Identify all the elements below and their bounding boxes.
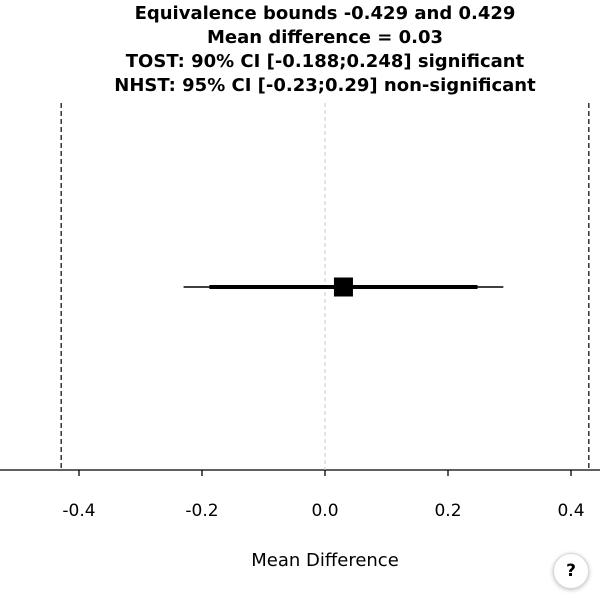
x-tick-label: -0.2 [185,501,218,521]
title-mean-difference: Mean difference = 0.03 [207,27,443,48]
x-tick-label: 0.2 [434,501,461,521]
mean-difference-point [333,277,353,297]
x-tick-label: 0.0 [311,501,338,521]
help-button[interactable]: ? [553,553,589,589]
x-tick-label: -0.4 [62,501,95,521]
title-equivalence-bounds: Equivalence bounds -0.429 and 0.429 [134,3,516,24]
x-axis-label: Mean Difference [251,550,399,571]
title-tost-ci: TOST: 90% CI [-0.188;0.248] significant [125,51,525,72]
title-nhst-ci: NHST: 95% CI [-0.23;0.29] non-significan… [114,75,536,96]
x-tick-label: 0.4 [557,501,584,521]
